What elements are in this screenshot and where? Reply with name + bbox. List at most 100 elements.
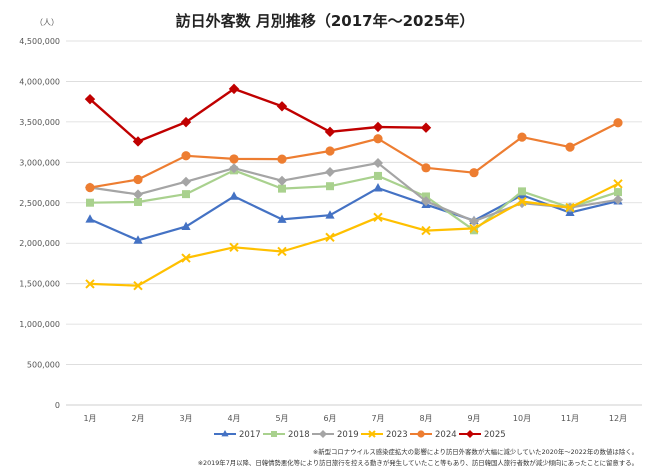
legend-label: 2023	[386, 430, 408, 440]
data-point	[133, 189, 143, 200]
data-point	[85, 182, 95, 193]
series-2018	[86, 166, 622, 235]
data-point	[84, 93, 96, 105]
data-point	[276, 101, 288, 112]
gridlines	[66, 40, 642, 406]
x-tick-label: 10月	[513, 414, 531, 423]
data-point	[181, 221, 191, 231]
legend-label: 2018	[288, 430, 310, 440]
data-point	[134, 197, 142, 206]
footnote-1: ※新型コロナウイルス感染症拡大の影響により訪日外客数が大幅に減少していた2020…	[313, 447, 638, 456]
y-tick-label: 4,500,000	[19, 37, 60, 46]
data-point	[421, 196, 431, 207]
data-point	[319, 430, 327, 438]
data-point	[229, 154, 239, 164]
legend-label: 2024	[435, 430, 457, 440]
data-point	[613, 118, 623, 128]
x-tick-label: 5月	[275, 414, 288, 423]
y-tick-label: 2,000,000	[19, 239, 60, 248]
data-point	[613, 179, 623, 189]
data-point	[133, 280, 143, 291]
y-tick-label: 4,000,000	[19, 77, 60, 86]
x-tick-label: 3月	[179, 414, 192, 423]
data-point	[374, 171, 382, 180]
series-line	[89, 87, 427, 143]
data-point	[421, 225, 431, 236]
x-tick-label: 8月	[419, 414, 432, 423]
data-point	[518, 187, 526, 196]
data-point	[85, 214, 95, 223]
x-tick-label: 9月	[467, 414, 480, 423]
data-point	[517, 198, 527, 209]
data-point	[469, 216, 479, 227]
x-tick-label: 4月	[227, 414, 240, 423]
data-point	[368, 430, 376, 438]
data-point	[180, 116, 192, 128]
y-tick-label: 1,500,000	[19, 280, 60, 289]
data-point	[221, 430, 229, 437]
series-2019	[85, 158, 623, 227]
data-point	[86, 198, 94, 207]
data-point	[228, 83, 240, 95]
data-point	[421, 163, 431, 173]
series-2023	[85, 179, 623, 291]
x-tick-label: 1月	[83, 414, 96, 423]
series-2025	[84, 83, 432, 147]
data-point	[181, 176, 191, 187]
data-point	[271, 431, 277, 437]
data-point	[181, 253, 191, 263]
data-point	[229, 242, 239, 253]
legend-item: 2023	[361, 430, 408, 440]
x-axis-ticks: 1月 2月 3月 4月 5月 6月 7月 8月 9月 10月 11月 12月	[83, 414, 627, 423]
data-point	[373, 212, 383, 223]
x-tick-label: 11月	[561, 414, 579, 423]
series-line	[89, 162, 619, 223]
data-point	[277, 214, 287, 223]
legend-item: 2018	[263, 430, 310, 440]
y-tick-label: 500,000	[27, 361, 60, 370]
data-point	[466, 430, 474, 438]
y-axis-unit: （人）	[35, 18, 59, 27]
series-line	[89, 182, 619, 287]
data-point	[373, 183, 383, 192]
data-point	[278, 184, 286, 193]
data-point	[277, 175, 287, 186]
data-point	[420, 122, 432, 133]
data-point	[373, 134, 383, 144]
series-line	[89, 169, 619, 232]
data-point	[517, 132, 527, 142]
data-point	[325, 146, 335, 156]
legend-item: 2017	[214, 430, 261, 440]
data-point	[517, 196, 527, 207]
data-point	[325, 210, 335, 219]
data-point	[565, 142, 575, 152]
data-point	[417, 430, 425, 438]
data-point	[325, 232, 335, 243]
y-axis-ticks: 0 500,000 1,000,000 1,500,000 2,000,000 2,500…	[19, 37, 60, 410]
data-point	[326, 182, 334, 191]
x-tick-label: 7月	[371, 414, 384, 423]
footnote-2: ※2019年7月以降、日韓情勢悪化等により訪日旅行を控える動きが発生していたこと…	[198, 458, 638, 467]
legend-label: 2025	[484, 430, 506, 440]
y-tick-label: 1,000,000	[19, 320, 60, 329]
data-point	[181, 151, 191, 161]
data-point	[229, 163, 239, 174]
series-2024	[85, 118, 623, 193]
series-layer	[84, 83, 623, 291]
legend-item: 2025	[459, 430, 506, 440]
data-point	[470, 226, 478, 235]
data-point	[613, 194, 623, 205]
x-tick-label: 2月	[131, 414, 144, 423]
data-point	[324, 126, 336, 138]
data-point	[229, 191, 239, 200]
data-point	[469, 223, 479, 234]
y-tick-label: 3,500,000	[19, 118, 60, 127]
legend-item: 2024	[410, 430, 457, 440]
y-tick-label: 0	[55, 401, 60, 410]
x-tick-label: 12月	[609, 414, 627, 423]
data-point	[325, 167, 335, 178]
data-point	[133, 174, 143, 185]
legend-item: 2019	[312, 430, 359, 440]
series-2017	[85, 183, 623, 244]
